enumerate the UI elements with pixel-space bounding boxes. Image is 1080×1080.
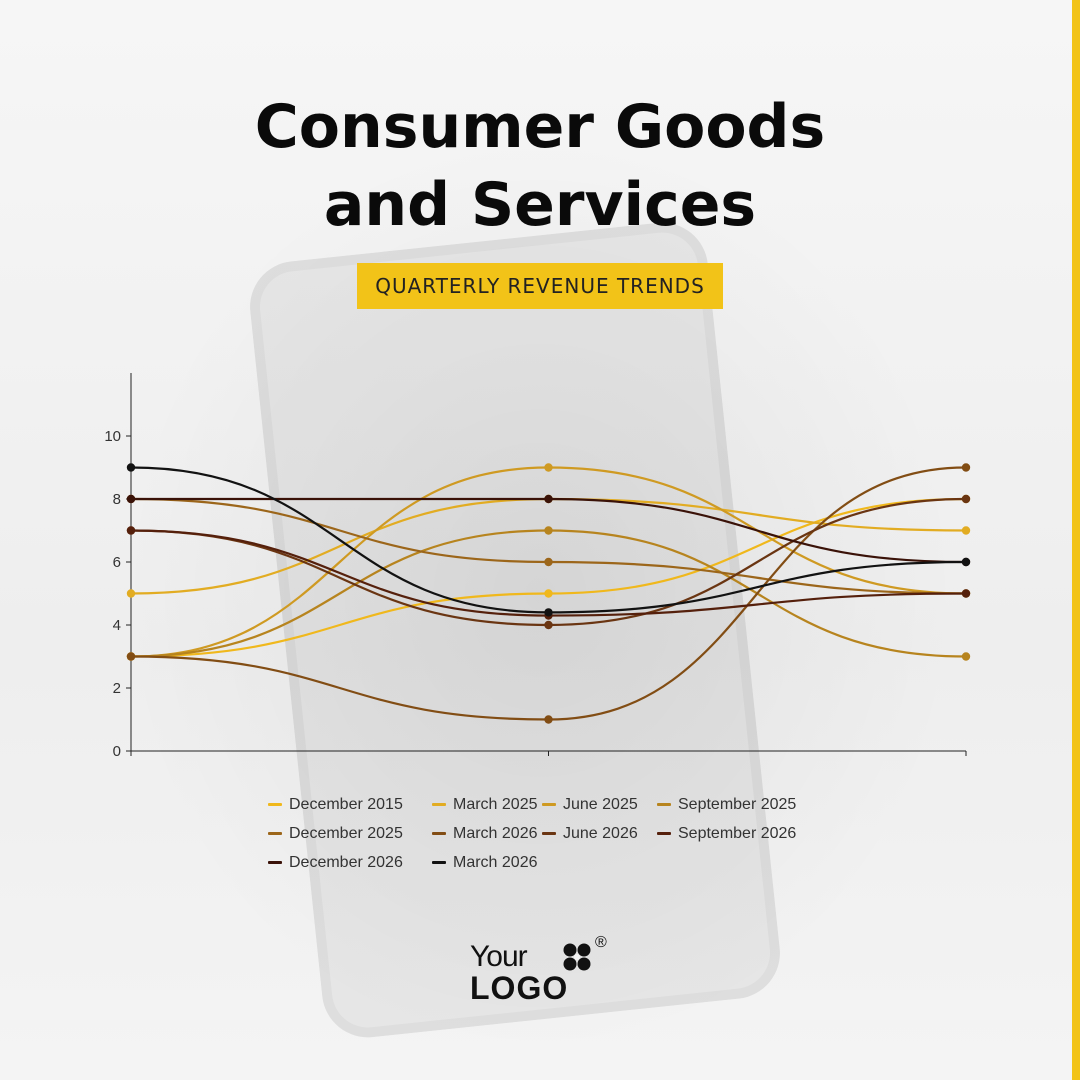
- y-tick-label: 0: [113, 743, 121, 760]
- legend-swatch: [268, 803, 282, 806]
- data-point-1-0: [126, 589, 136, 598]
- brand-logo: Your ® LOGO: [470, 934, 620, 1010]
- data-point-5-1: [544, 715, 553, 724]
- legend-label: June 2025: [563, 795, 638, 813]
- subtitle-container: QUARTERLY REVENUE TRENDS: [0, 263, 1080, 309]
- data-point-3-1: [544, 526, 553, 535]
- legend-item-5: March 2026: [432, 823, 542, 844]
- legend-swatch: [268, 861, 282, 864]
- page-title: Consumer Goods and Services: [0, 88, 1080, 244]
- legend-item-2: June 2025: [542, 794, 657, 815]
- chart-subtitle: QUARTERLY REVENUE TRENDS: [357, 263, 723, 309]
- data-point-9-1: [544, 608, 553, 617]
- data-point-9-2: [961, 557, 971, 567]
- legend-swatch: [657, 832, 671, 835]
- data-point-0-1: [544, 589, 553, 598]
- legend-label: September 2026: [678, 824, 797, 842]
- legend-item-0: December 2015: [268, 794, 432, 815]
- legend-swatch: [542, 832, 556, 835]
- title-line-2: and Services: [323, 170, 757, 240]
- legend-label: March 2025: [453, 795, 538, 813]
- data-point-3-2: [961, 652, 971, 661]
- y-tick-label: 10: [104, 428, 121, 445]
- legend-label: December 2026: [289, 853, 403, 871]
- y-tick-label: 4: [113, 617, 121, 634]
- registered-mark: ®: [595, 934, 607, 951]
- legend-swatch: [542, 803, 556, 806]
- data-point-6-2: [961, 494, 971, 504]
- legend-item-3: September 2025: [657, 794, 817, 815]
- logo-flower-icon: [563, 943, 591, 971]
- legend-swatch: [432, 803, 446, 806]
- data-point-2-1: [544, 463, 553, 472]
- legend-item-6: June 2026: [542, 823, 657, 844]
- title-line-1: Consumer Goods: [254, 92, 826, 162]
- data-point-7-0: [126, 526, 136, 535]
- data-point-5-2: [961, 463, 971, 472]
- legend-label: March 2026: [453, 824, 538, 842]
- legend-label: December 2025: [289, 824, 403, 842]
- logo-word-logo: LOGO: [470, 970, 569, 1006]
- y-tick-label: 6: [113, 554, 121, 571]
- legend-label: March 2026: [453, 853, 538, 871]
- accent-bar: [1072, 0, 1080, 1080]
- legend-swatch: [432, 832, 446, 835]
- data-point-4-1: [544, 557, 553, 567]
- legend-item-4: December 2025: [268, 823, 432, 844]
- legend-swatch: [268, 832, 282, 835]
- legend-swatch: [657, 803, 671, 806]
- logo-word-your: Your: [470, 940, 528, 973]
- data-point-5-0: [126, 652, 136, 661]
- data-point-7-2: [961, 589, 971, 598]
- data-point-9-0: [126, 463, 136, 472]
- legend-swatch: [432, 861, 446, 864]
- legend-label: June 2026: [563, 824, 638, 842]
- legend-item-9: March 2026: [432, 852, 542, 873]
- y-tick-label: 2: [113, 680, 121, 697]
- data-point-8-0: [126, 494, 136, 504]
- legend-label: December 2015: [289, 795, 403, 813]
- y-tick-label: 8: [113, 491, 121, 508]
- legend-item-1: March 2025: [432, 794, 542, 815]
- series-line-5: [130, 466, 967, 721]
- data-point-1-2: [961, 526, 971, 535]
- chart-legend: December 2015 March 2025 June 2025 Septembe…: [268, 794, 868, 873]
- data-point-8-1: [544, 494, 553, 504]
- data-point-6-1: [544, 620, 553, 630]
- legend-label: September 2025: [678, 795, 797, 813]
- legend-item-8: December 2026: [268, 852, 432, 873]
- legend-item-7: September 2026: [657, 823, 817, 844]
